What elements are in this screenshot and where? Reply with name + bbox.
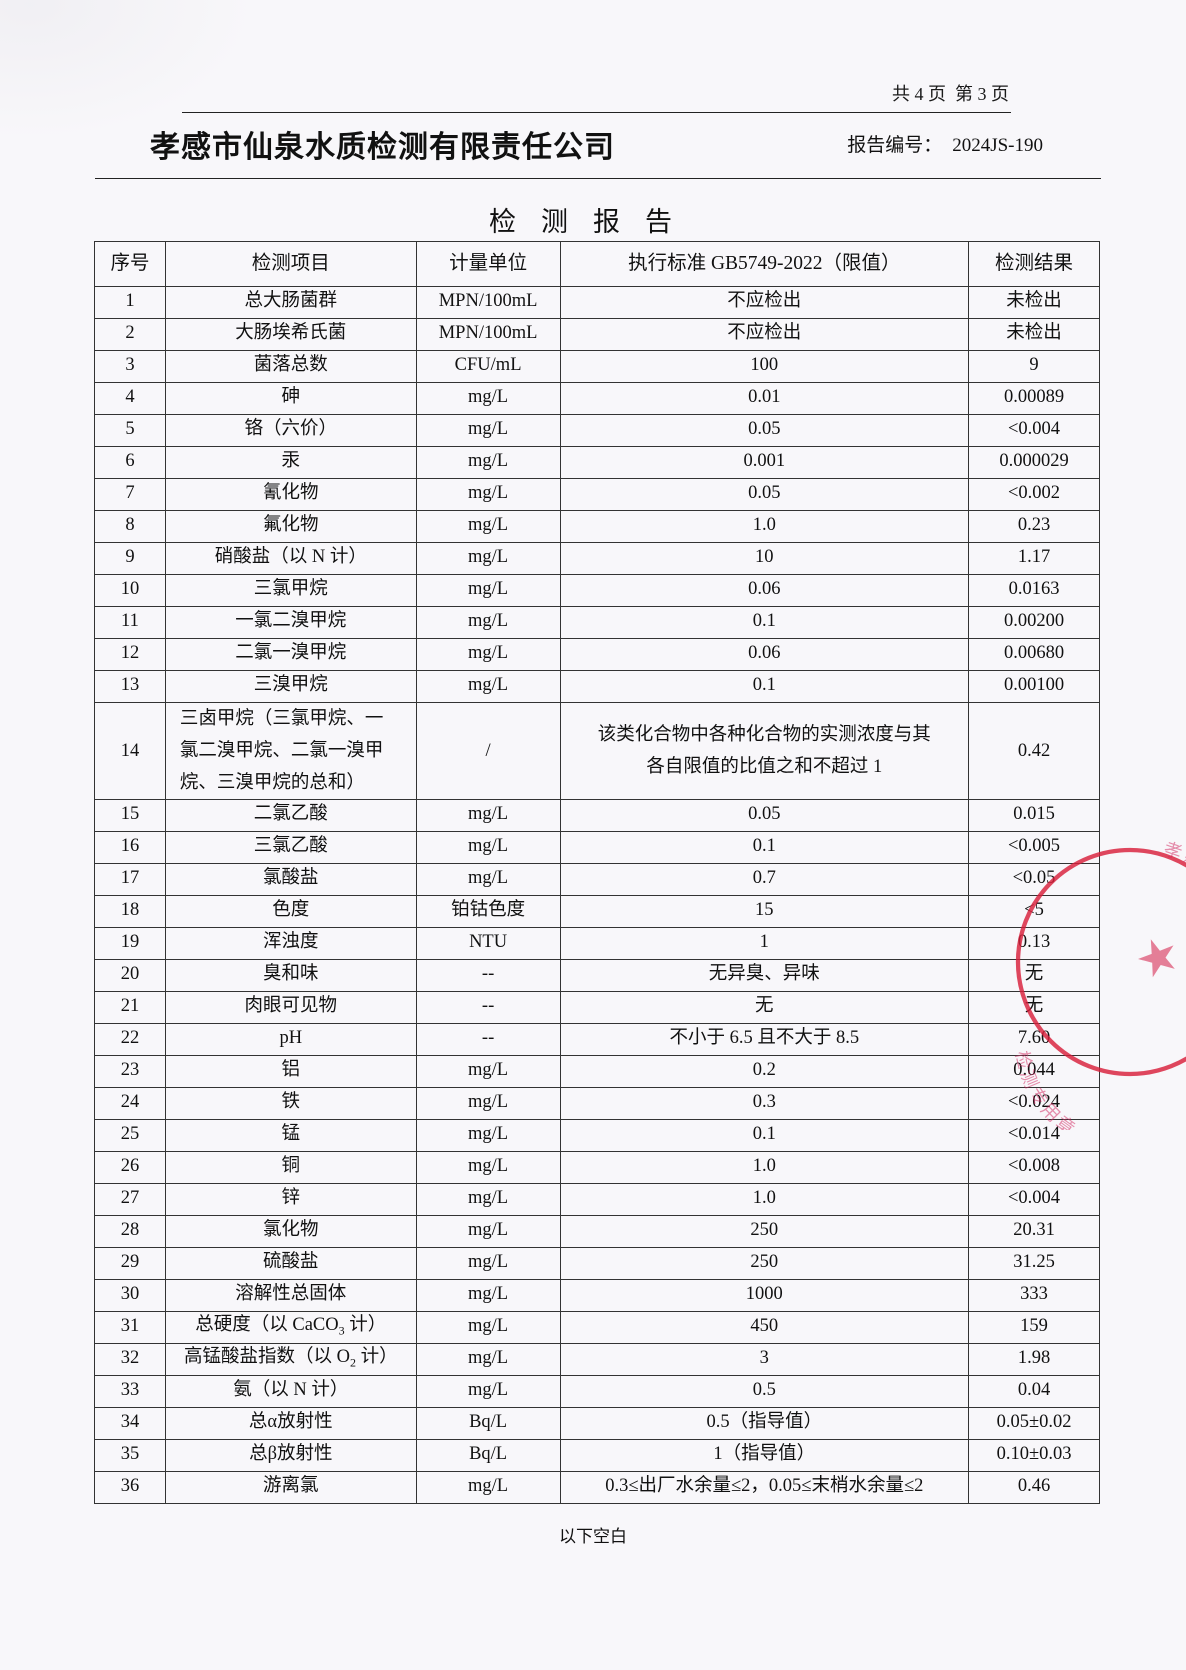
- svg-text:检测专用章: 检测专用章: [1012, 1049, 1081, 1130]
